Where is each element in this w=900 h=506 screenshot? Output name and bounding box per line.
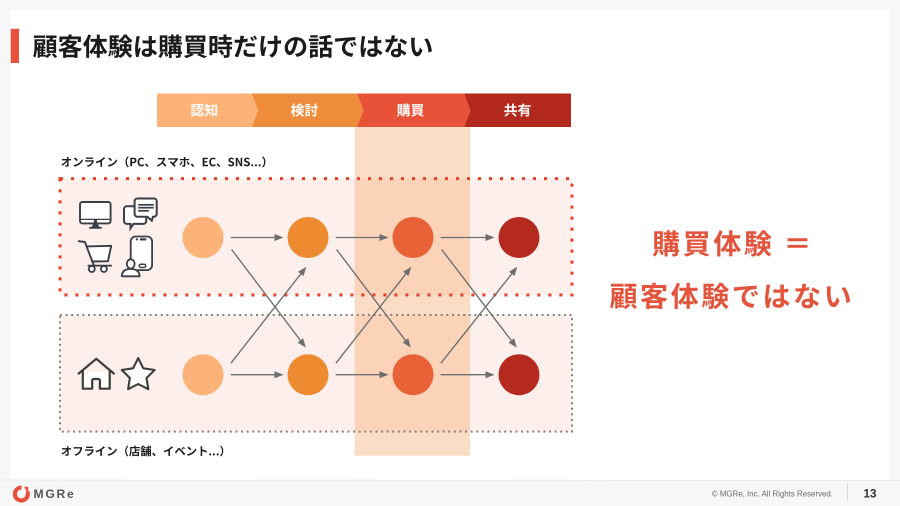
svg-text:© MGRe, Inc. All Rights Reserv: © MGRe, Inc. All Rights Reserved. bbox=[712, 489, 833, 498]
svg-text:MGRe: MGRe bbox=[34, 487, 76, 501]
svg-text:13: 13 bbox=[864, 488, 877, 501]
